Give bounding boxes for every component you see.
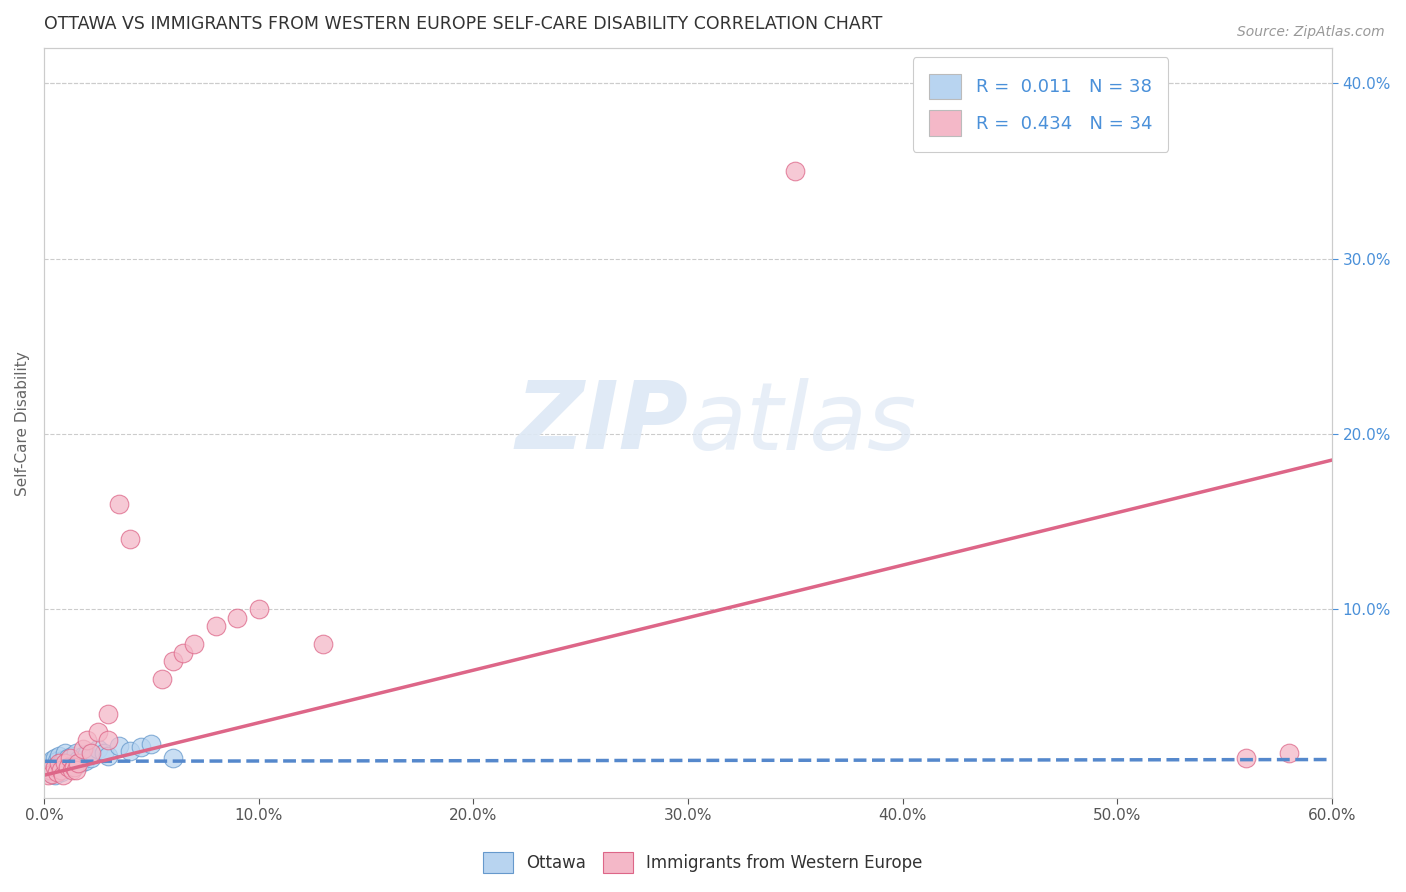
Point [86,742,108,756]
Point [60,749,83,764]
Point [67,756,90,770]
Point [45,763,67,777]
Point [172,646,194,660]
Point [53,756,76,770]
Point [48,756,70,770]
Point [162,655,184,669]
Point [312,637,335,651]
Point [129,740,152,755]
Point [45,764,67,779]
Point [44,759,66,773]
Point [150,672,173,686]
Point [97,749,120,764]
Point [73,754,96,768]
Point [56,759,79,773]
Point [44,768,66,782]
Point [49,763,72,777]
Point [52,761,75,775]
Point [49,764,72,779]
Point [72,749,94,764]
Point [65,746,87,760]
Y-axis label: Self-Care Disability: Self-Care Disability [15,351,30,496]
Point [67,752,90,766]
Text: Source: ZipAtlas.com: Source: ZipAtlas.com [1237,25,1385,39]
Point [41,766,63,780]
Point [52,752,75,766]
Point [48,757,70,772]
Point [39,763,62,777]
Point [1234,751,1257,765]
Point [49,756,72,770]
Legend: Ottawa, Immigrants from Western Europe: Ottawa, Immigrants from Western Europe [477,846,929,880]
Point [97,733,120,747]
Point [41,766,63,780]
Point [247,602,270,616]
Point [39,756,62,770]
Point [141,737,163,751]
Point [183,637,205,651]
Point [76,733,98,747]
Point [39,763,62,777]
Point [162,751,184,765]
Point [37,759,59,773]
Point [60,763,83,777]
Point [86,724,108,739]
Point [63,757,86,772]
Point [45,754,67,768]
Point [76,747,98,762]
Point [53,756,76,770]
Point [44,751,66,765]
Point [44,759,66,773]
Point [80,746,103,760]
Point [65,763,87,777]
Point [48,749,70,764]
Point [204,619,226,633]
Point [59,751,82,765]
Text: OTTAWA VS IMMIGRANTS FROM WESTERN EUROPE SELF-CARE DISABILITY CORRELATION CHART: OTTAWA VS IMMIGRANTS FROM WESTERN EUROPE… [44,15,882,33]
Point [93,746,115,760]
Legend: R =  0.011   N = 38, R =  0.434   N = 34: R = 0.011 N = 38, R = 0.434 N = 34 [912,57,1168,152]
Point [118,532,141,546]
Point [108,497,131,511]
Point [56,751,79,765]
Point [72,742,94,756]
Point [1278,746,1301,760]
Point [37,768,59,782]
Point [108,739,131,753]
Point [226,610,249,624]
Point [56,759,79,773]
Point [97,706,120,721]
Point [785,164,807,178]
Point [52,768,75,782]
Point [59,754,82,768]
Text: ZIP: ZIP [515,377,688,469]
Point [41,752,63,766]
Point [118,744,141,758]
Point [69,756,91,770]
Point [63,759,86,773]
Point [80,751,103,765]
Point [53,746,76,760]
Text: atlas: atlas [688,377,917,469]
